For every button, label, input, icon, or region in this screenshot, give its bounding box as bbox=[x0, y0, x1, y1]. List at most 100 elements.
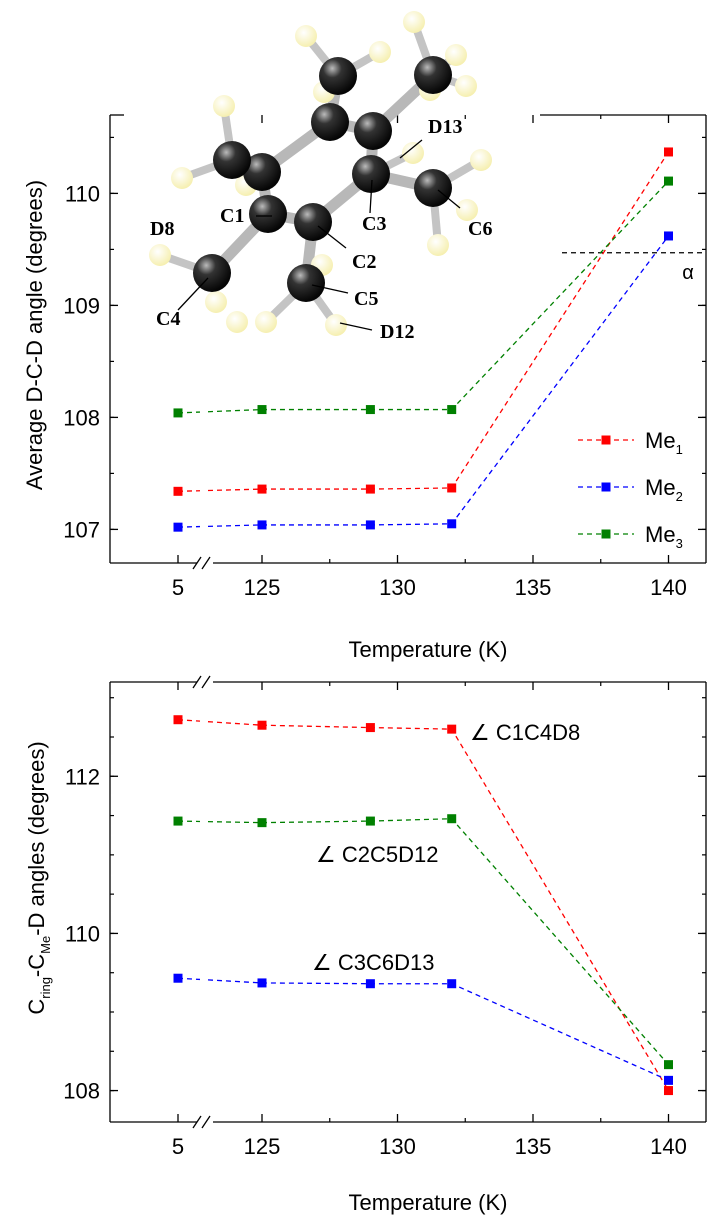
carbon-atom bbox=[352, 155, 390, 193]
atom-pointer bbox=[339, 322, 373, 331]
series-top bbox=[173, 147, 673, 532]
atom-label: C4 bbox=[156, 308, 180, 330]
x-tick-label: 135 bbox=[515, 1134, 552, 1159]
data-point bbox=[365, 816, 375, 826]
hydrogen-atom bbox=[213, 95, 235, 117]
series-1 bbox=[173, 231, 673, 532]
atom-label: C2 bbox=[352, 251, 376, 273]
ylabel-part-cme: -C bbox=[24, 954, 49, 977]
carbon-atom bbox=[249, 195, 287, 233]
hydrogen-atom bbox=[403, 11, 425, 33]
data-point bbox=[173, 715, 183, 725]
series-1 bbox=[173, 814, 673, 1070]
legend-label-main: Me bbox=[645, 428, 676, 453]
hydrogen-atom bbox=[455, 75, 477, 97]
data-point bbox=[173, 408, 183, 418]
x-tick-label: 125 bbox=[244, 575, 281, 600]
ylabel-part-c: C bbox=[24, 999, 49, 1015]
chart-bottom: 5 125 130 135 140 108 110 112 ∠ C1C4D8 ∠ C2C5D12… bbox=[24, 675, 707, 1215]
data-point bbox=[447, 519, 457, 529]
data-point bbox=[664, 1075, 673, 1085]
carbon-atom bbox=[243, 153, 281, 191]
data-point bbox=[664, 1086, 673, 1096]
series-line bbox=[207, 721, 670, 1091]
atom-pointer bbox=[317, 225, 347, 249]
carbon-atom bbox=[193, 254, 231, 292]
legend-label-sub: 3 bbox=[676, 536, 683, 551]
carbon-atom bbox=[414, 56, 452, 94]
data-point bbox=[365, 520, 375, 530]
x-axis-title-top: Temperature (K) bbox=[349, 637, 508, 662]
data-point bbox=[447, 724, 457, 734]
series-labels-bottom: ∠ C1C4D8 ∠ C2C5D12 ∠ C3C6D13 bbox=[312, 720, 580, 975]
data-point bbox=[365, 723, 375, 733]
carbon-atom bbox=[311, 103, 349, 141]
axis-break-top-1 bbox=[192, 675, 202, 689]
y-tick-label: 112 bbox=[65, 764, 100, 789]
carbon-atom bbox=[213, 141, 251, 179]
x-tick-label: 140 bbox=[650, 575, 687, 600]
legend-label-main: Me bbox=[645, 475, 676, 500]
legend-label-sub: 1 bbox=[676, 442, 683, 457]
data-point bbox=[173, 486, 183, 496]
hydrogen-atom bbox=[226, 311, 248, 333]
ylabel-sub-ring: ring bbox=[38, 977, 53, 999]
data-point bbox=[257, 484, 267, 494]
carbon-atom bbox=[287, 264, 325, 302]
axis-break-top-2 bbox=[201, 675, 211, 689]
legend-marker bbox=[601, 482, 611, 492]
atom-pointer bbox=[369, 179, 373, 214]
y-tick-label: 108 bbox=[63, 1079, 100, 1104]
series-2 bbox=[173, 973, 673, 1085]
axis-break-bottom-1 bbox=[192, 556, 202, 570]
axes-bottom: 5 125 130 135 140 108 110 112 bbox=[63, 675, 707, 1159]
y-axis-title-top: Average D-C-D angle (degrees) bbox=[22, 180, 47, 490]
legend-marker bbox=[601, 435, 611, 445]
atom-label: D8 bbox=[150, 218, 174, 240]
atom-pointer bbox=[437, 189, 461, 209]
data-point bbox=[365, 979, 375, 989]
series-bottom bbox=[173, 715, 673, 1096]
data-point bbox=[173, 816, 183, 826]
axis-break-bottom-2 bbox=[201, 556, 211, 570]
x-tick-label: 130 bbox=[379, 575, 416, 600]
atom-pointer bbox=[177, 277, 209, 311]
hydrogen-atom bbox=[402, 142, 424, 164]
ylabel-sub-me: Me bbox=[38, 936, 53, 954]
legend-label: Me3 bbox=[645, 522, 683, 551]
legend-label-main: Me bbox=[645, 522, 676, 547]
axes-top: 5 125 130 135 140 107 108 109 110 α bbox=[63, 114, 707, 600]
hydrogen-atom bbox=[427, 234, 449, 256]
data-point bbox=[664, 231, 673, 241]
data-point bbox=[664, 176, 673, 186]
hydrogen-atom bbox=[470, 149, 492, 171]
series-0 bbox=[173, 147, 673, 496]
atom-label: C5 bbox=[354, 288, 378, 310]
series-0 bbox=[173, 715, 673, 1096]
atom-label: D13 bbox=[428, 116, 462, 138]
y-tick-label: 108 bbox=[63, 405, 100, 430]
series-line bbox=[207, 979, 669, 1081]
axis-break-bottom-2 bbox=[201, 1115, 211, 1129]
data-point bbox=[365, 484, 375, 494]
data-point bbox=[447, 814, 457, 824]
y-axis-title-bottom: Cring-CMe-D angles (degrees) bbox=[24, 741, 53, 1014]
chart-top: 5 125 130 135 140 107 108 109 110 α D13 C1 C3 C6 D8 C2… bbox=[22, 11, 707, 662]
carbon-atom bbox=[414, 169, 452, 207]
hydrogen-atom bbox=[255, 311, 277, 333]
y-tick-label: 110 bbox=[65, 181, 100, 206]
atom-label: D12 bbox=[380, 321, 414, 343]
alpha-label: α bbox=[682, 262, 694, 284]
y-tick-label: 110 bbox=[65, 921, 100, 946]
data-point bbox=[173, 973, 183, 983]
atom-pointer bbox=[311, 284, 349, 294]
legend-label: Me1 bbox=[645, 428, 683, 457]
ylabel-part-rest: -D angles (degrees) bbox=[24, 741, 49, 935]
x-tick-label: 135 bbox=[515, 575, 552, 600]
hydrogen-atom bbox=[325, 314, 347, 336]
hydrogen-atom bbox=[171, 167, 193, 189]
data-point bbox=[257, 720, 267, 730]
y-tick-label: 109 bbox=[63, 293, 100, 318]
